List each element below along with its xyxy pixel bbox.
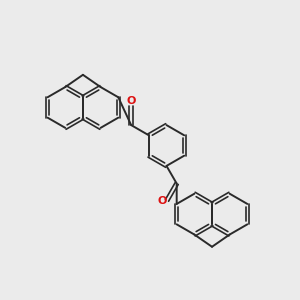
Text: O: O [127, 96, 136, 106]
Text: O: O [158, 196, 167, 206]
